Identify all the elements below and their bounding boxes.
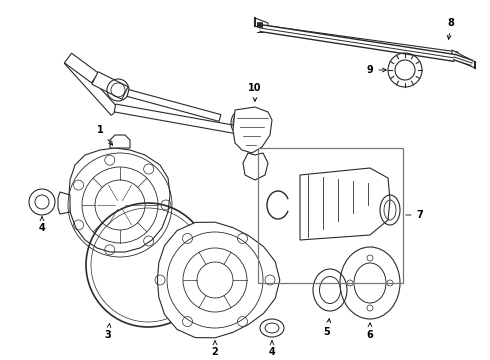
Polygon shape	[233, 107, 272, 153]
Polygon shape	[243, 153, 268, 180]
Polygon shape	[64, 57, 119, 115]
Text: 8: 8	[447, 18, 454, 39]
Text: 5: 5	[323, 319, 331, 337]
Polygon shape	[157, 222, 280, 338]
Polygon shape	[92, 72, 128, 99]
Text: 9: 9	[367, 65, 386, 75]
Polygon shape	[110, 135, 130, 148]
Text: 3: 3	[105, 324, 111, 340]
Bar	[258, 148, 403, 283]
Text: 7: 7	[406, 210, 423, 220]
Polygon shape	[69, 148, 170, 252]
Polygon shape	[300, 168, 390, 240]
Polygon shape	[58, 192, 70, 214]
Polygon shape	[127, 90, 221, 121]
Text: 6: 6	[367, 323, 373, 340]
Text: 10: 10	[248, 83, 262, 101]
Text: 1: 1	[97, 125, 113, 145]
Polygon shape	[452, 50, 475, 68]
Text: 4: 4	[269, 341, 275, 357]
Polygon shape	[262, 25, 458, 57]
Polygon shape	[114, 104, 239, 134]
Polygon shape	[64, 53, 98, 83]
Text: 2: 2	[212, 341, 219, 357]
Text: 4: 4	[39, 217, 46, 233]
Polygon shape	[255, 18, 268, 30]
